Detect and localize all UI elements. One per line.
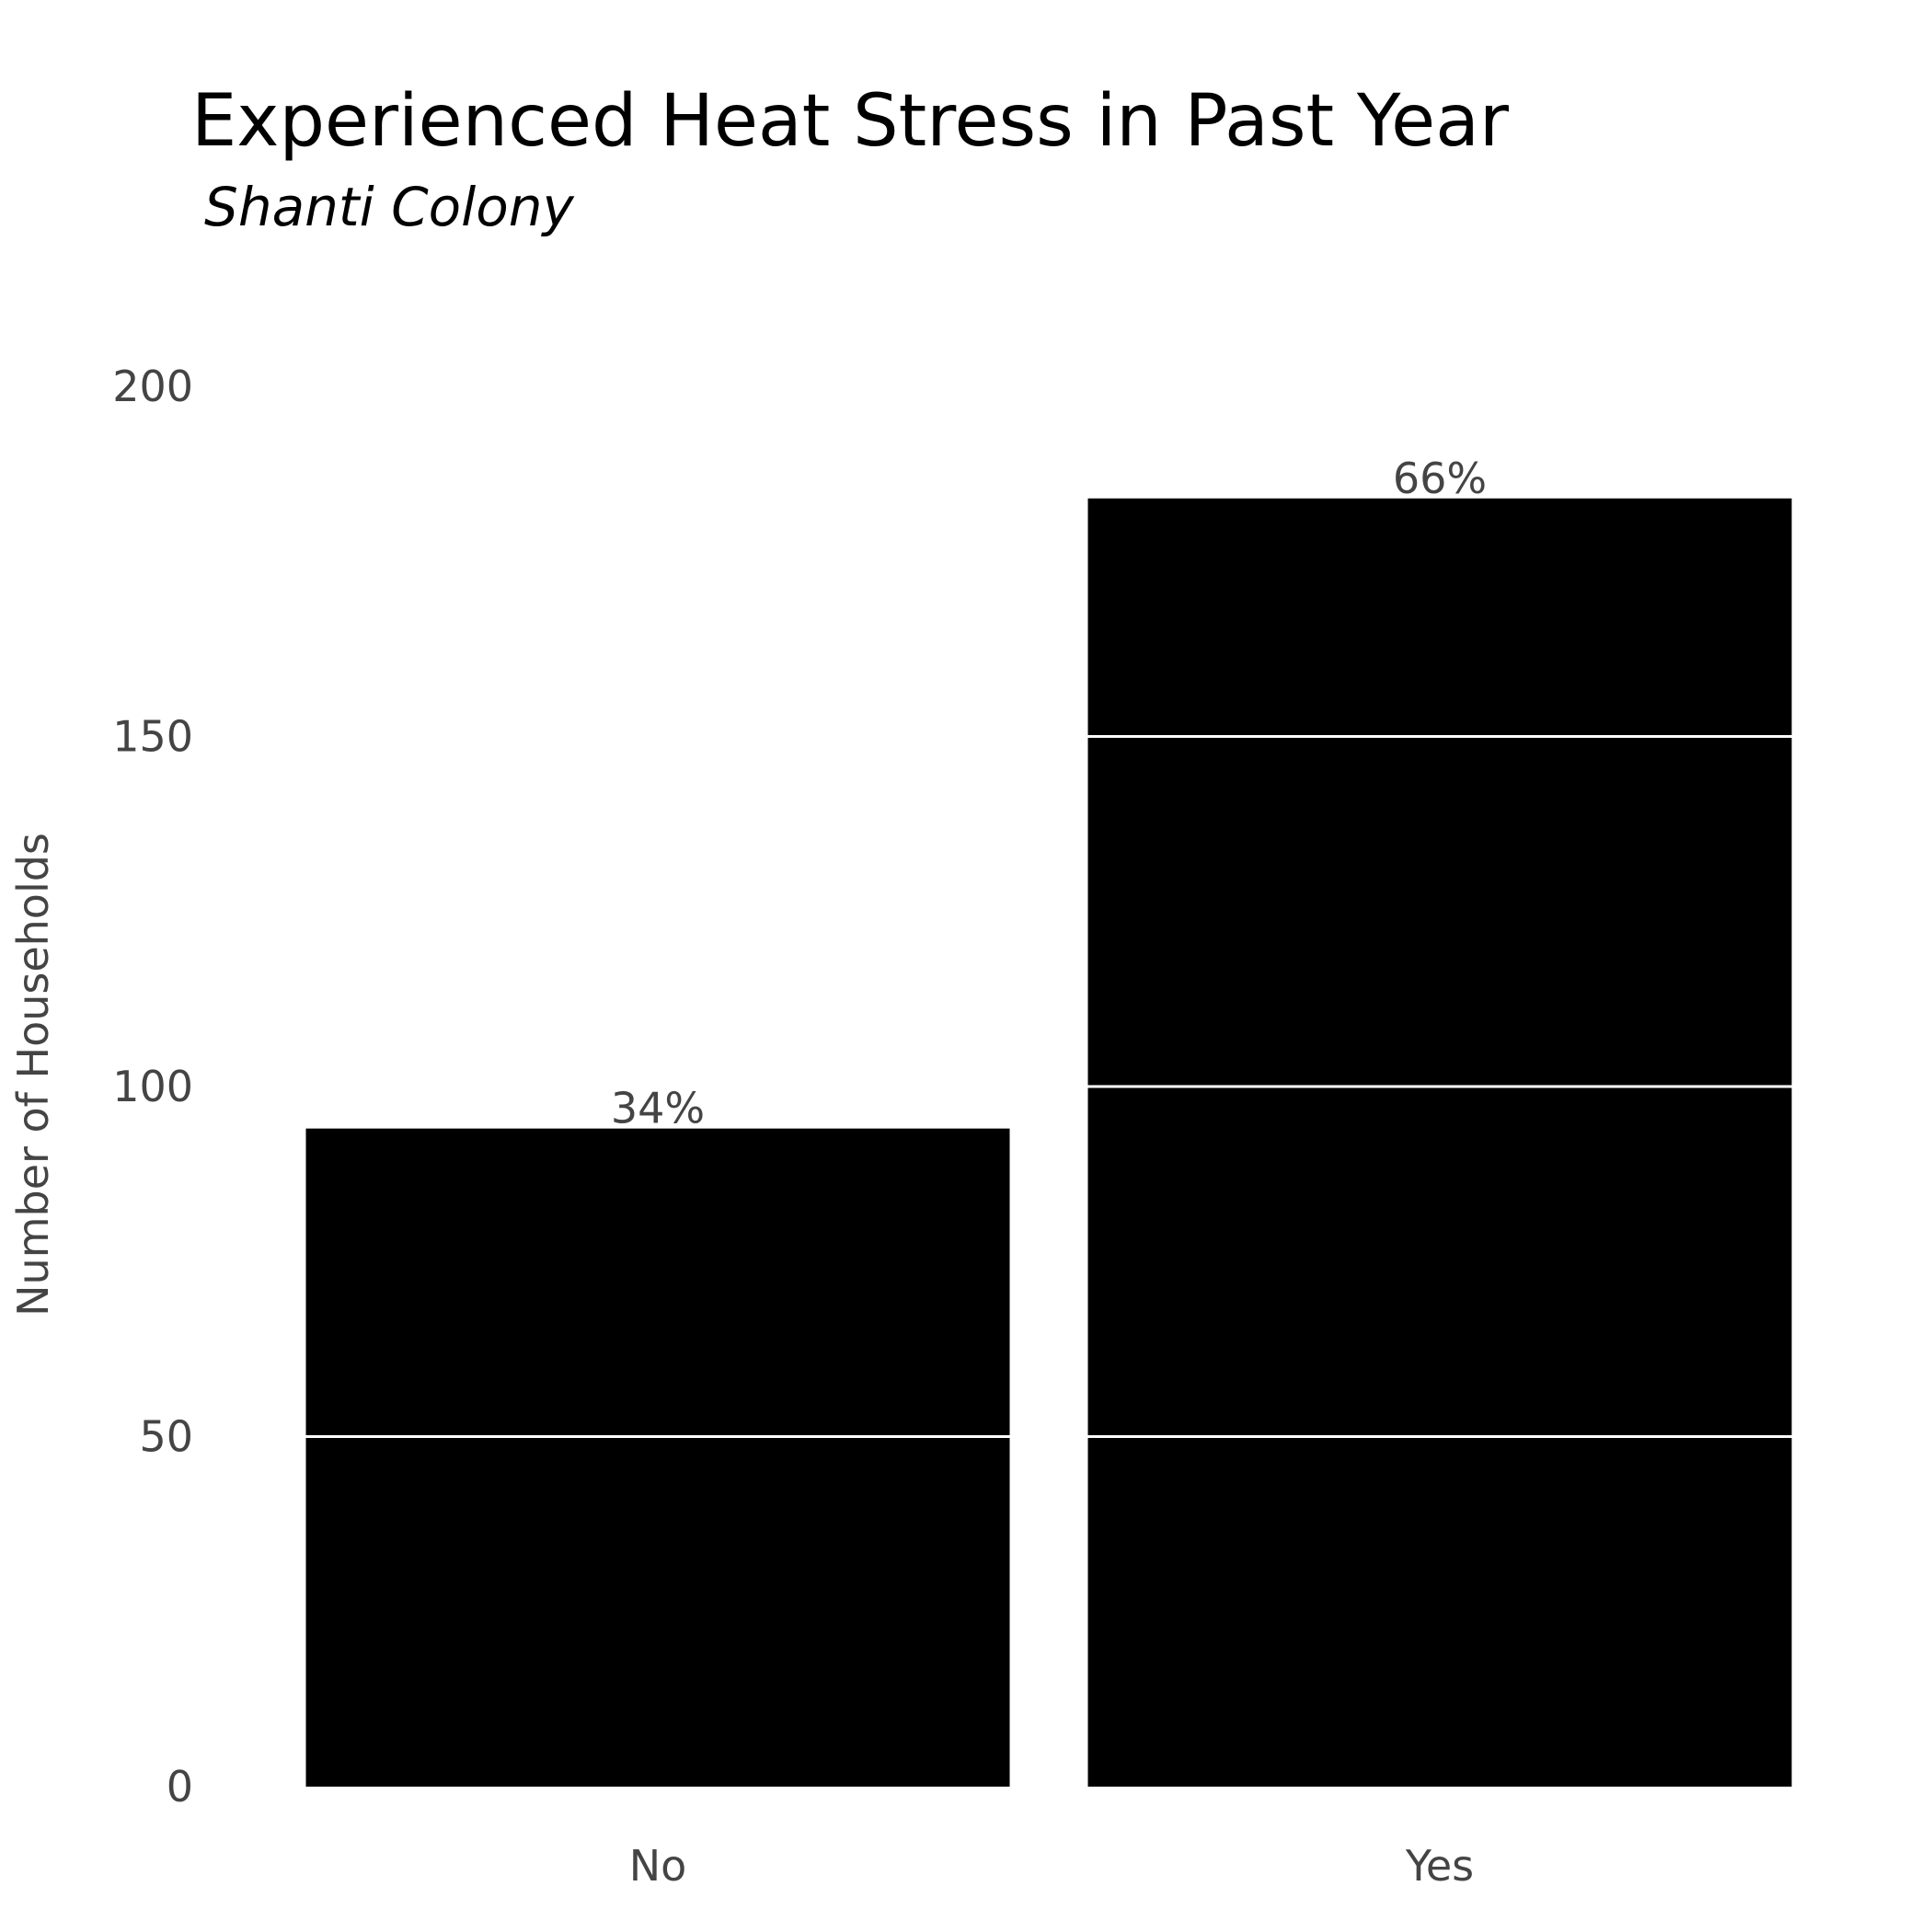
- y-tick-label: 0: [167, 1762, 193, 1811]
- y-tick-label: 150: [112, 712, 193, 762]
- chart-subtitle: Shanti Colony: [204, 176, 575, 238]
- x-axis-ticks: No Yes: [629, 1841, 1474, 1891]
- y-axis-title: Number of Households: [8, 833, 58, 1317]
- bar-no: [305, 1128, 1010, 1787]
- y-tick-label: 50: [139, 1412, 193, 1462]
- y-tick-label: 200: [112, 362, 193, 411]
- x-tick-label: No: [629, 1841, 687, 1891]
- chart-title: Experienced Heat Stress in Past Year: [191, 80, 1510, 163]
- bar-data-label: 34%: [611, 1084, 705, 1133]
- data-labels: 34% 66%: [611, 454, 1487, 1133]
- bar-data-label: 66%: [1393, 454, 1487, 503]
- y-axis-ticks: 0 50 100 150 200: [112, 362, 193, 1811]
- gridlines: [305, 735, 1792, 1438]
- bar-yes: [1087, 498, 1792, 1787]
- y-tick-label: 100: [112, 1062, 193, 1111]
- bars-group: [305, 498, 1792, 1787]
- x-tick-label: Yes: [1405, 1841, 1474, 1891]
